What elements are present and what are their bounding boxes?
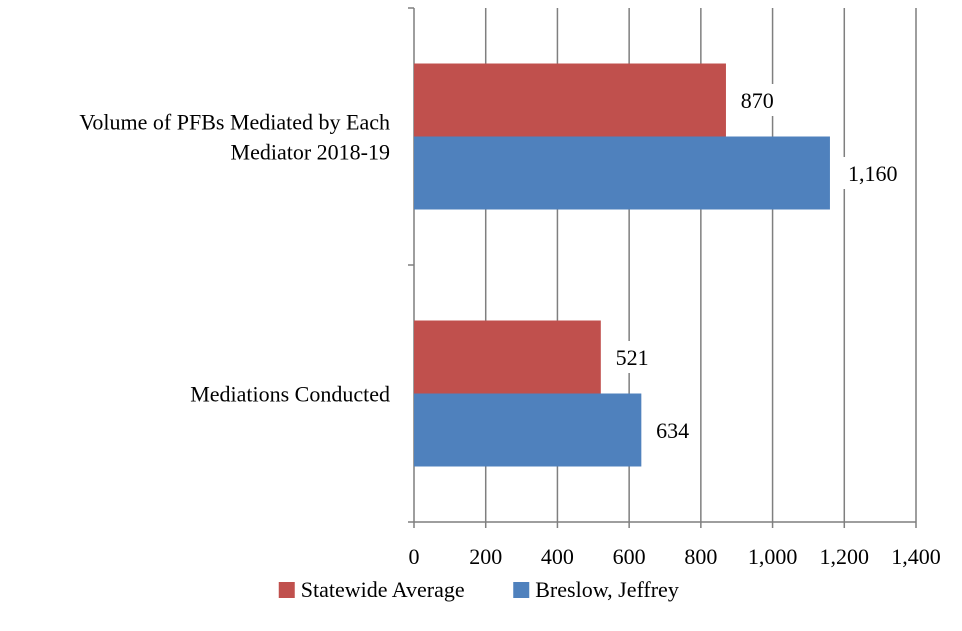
legend-label: Statewide Average bbox=[301, 577, 465, 602]
x-tick-label: 600 bbox=[613, 544, 646, 569]
data-label-bg bbox=[731, 84, 783, 116]
category-label: Mediator 2018-19 bbox=[231, 140, 390, 165]
x-tick-label: 1,400 bbox=[891, 544, 941, 569]
data-label-bg bbox=[835, 157, 910, 189]
bar bbox=[414, 136, 830, 210]
x-tick-label: 200 bbox=[469, 544, 502, 569]
bar bbox=[414, 393, 642, 467]
bar bbox=[414, 320, 601, 394]
category-label: Volume of PFBs Mediated by Each bbox=[79, 110, 390, 135]
legend-label: Breslow, Jeffrey bbox=[535, 577, 679, 602]
x-tick-label: 0 bbox=[409, 544, 420, 569]
x-tick-label: 800 bbox=[684, 544, 717, 569]
data-label-bg bbox=[606, 341, 658, 373]
bar bbox=[414, 63, 726, 137]
x-tick-label: 1,200 bbox=[820, 544, 870, 569]
data-label: 1,160 bbox=[848, 161, 898, 186]
data-label-bg bbox=[647, 414, 698, 446]
data-label: 521 bbox=[616, 345, 649, 370]
legend-swatch bbox=[278, 582, 295, 598]
category-label: Mediations Conducted bbox=[190, 382, 390, 407]
legend-swatch bbox=[513, 582, 530, 598]
data-label: 870 bbox=[741, 88, 774, 113]
x-tick-label: 400 bbox=[541, 544, 574, 569]
x-tick-label: 1,000 bbox=[748, 544, 798, 569]
data-label: 634 bbox=[656, 418, 689, 443]
